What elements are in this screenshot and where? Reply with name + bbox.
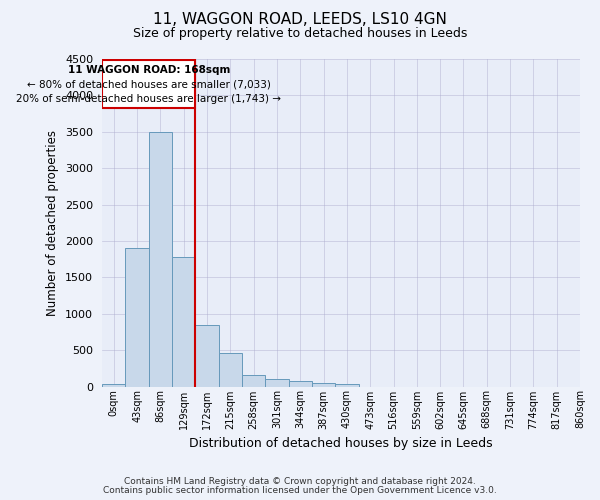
Text: 11, WAGGON ROAD, LEEDS, LS10 4GN: 11, WAGGON ROAD, LEEDS, LS10 4GN	[153, 12, 447, 28]
Bar	[102, 60, 196, 108]
Bar	[125, 248, 149, 386]
Bar	[265, 379, 289, 386]
Text: Size of property relative to detached houses in Leeds: Size of property relative to detached ho…	[133, 28, 467, 40]
Bar	[335, 384, 359, 386]
Bar	[172, 257, 196, 386]
Bar	[218, 353, 242, 386]
Bar	[312, 382, 335, 386]
Y-axis label: Number of detached properties: Number of detached properties	[46, 130, 59, 316]
X-axis label: Distribution of detached houses by size in Leeds: Distribution of detached houses by size …	[189, 437, 493, 450]
Text: ← 80% of detached houses are smaller (7,033): ← 80% of detached houses are smaller (7,…	[27, 80, 271, 90]
Bar	[102, 384, 125, 386]
Text: Contains HM Land Registry data © Crown copyright and database right 2024.: Contains HM Land Registry data © Crown c…	[124, 477, 476, 486]
Text: 11 WAGGON ROAD: 168sqm: 11 WAGGON ROAD: 168sqm	[68, 65, 230, 75]
Bar	[149, 132, 172, 386]
Bar	[242, 375, 265, 386]
Bar	[289, 382, 312, 386]
Text: Contains public sector information licensed under the Open Government Licence v3: Contains public sector information licen…	[103, 486, 497, 495]
Bar	[196, 326, 218, 386]
Text: 20% of semi-detached houses are larger (1,743) →: 20% of semi-detached houses are larger (…	[16, 94, 281, 104]
